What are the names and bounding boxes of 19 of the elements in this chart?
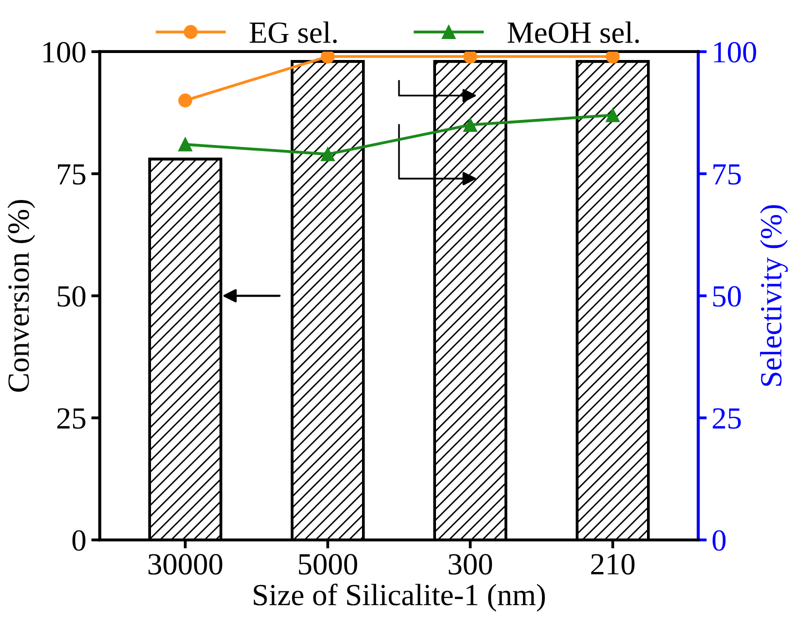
- y-tick-label: 0: [72, 530, 86, 551]
- x-tick-label: 210: [591, 554, 634, 575]
- x-tick-label: 300: [448, 554, 492, 575]
- legend-label: EG sel.: [250, 21, 337, 44]
- x-tick-label: 30000: [148, 554, 222, 575]
- y-tick-label: 25: [57, 408, 86, 429]
- y-tick-label: 75: [58, 164, 86, 185]
- y-tick-label: 50: [58, 286, 86, 307]
- legend-label: MeOH sel.: [508, 21, 639, 44]
- y2-tick-label: 75: [713, 164, 741, 185]
- y2-tick-label: 100: [714, 42, 756, 63]
- y-tick-label: 100: [43, 42, 86, 63]
- y2-axis-title: Selectivity (%): [760, 205, 788, 386]
- y2-tick-label: 50: [713, 286, 741, 307]
- y2-tick-label: 25: [712, 408, 741, 429]
- x-tick-label: 5000: [298, 554, 358, 575]
- x-axis-title: Size of Silicalite-1 (nm): [254, 584, 545, 612]
- y2-tick-label: 0: [712, 530, 726, 551]
- y-axis-title: Conversion (%): [7, 200, 36, 392]
